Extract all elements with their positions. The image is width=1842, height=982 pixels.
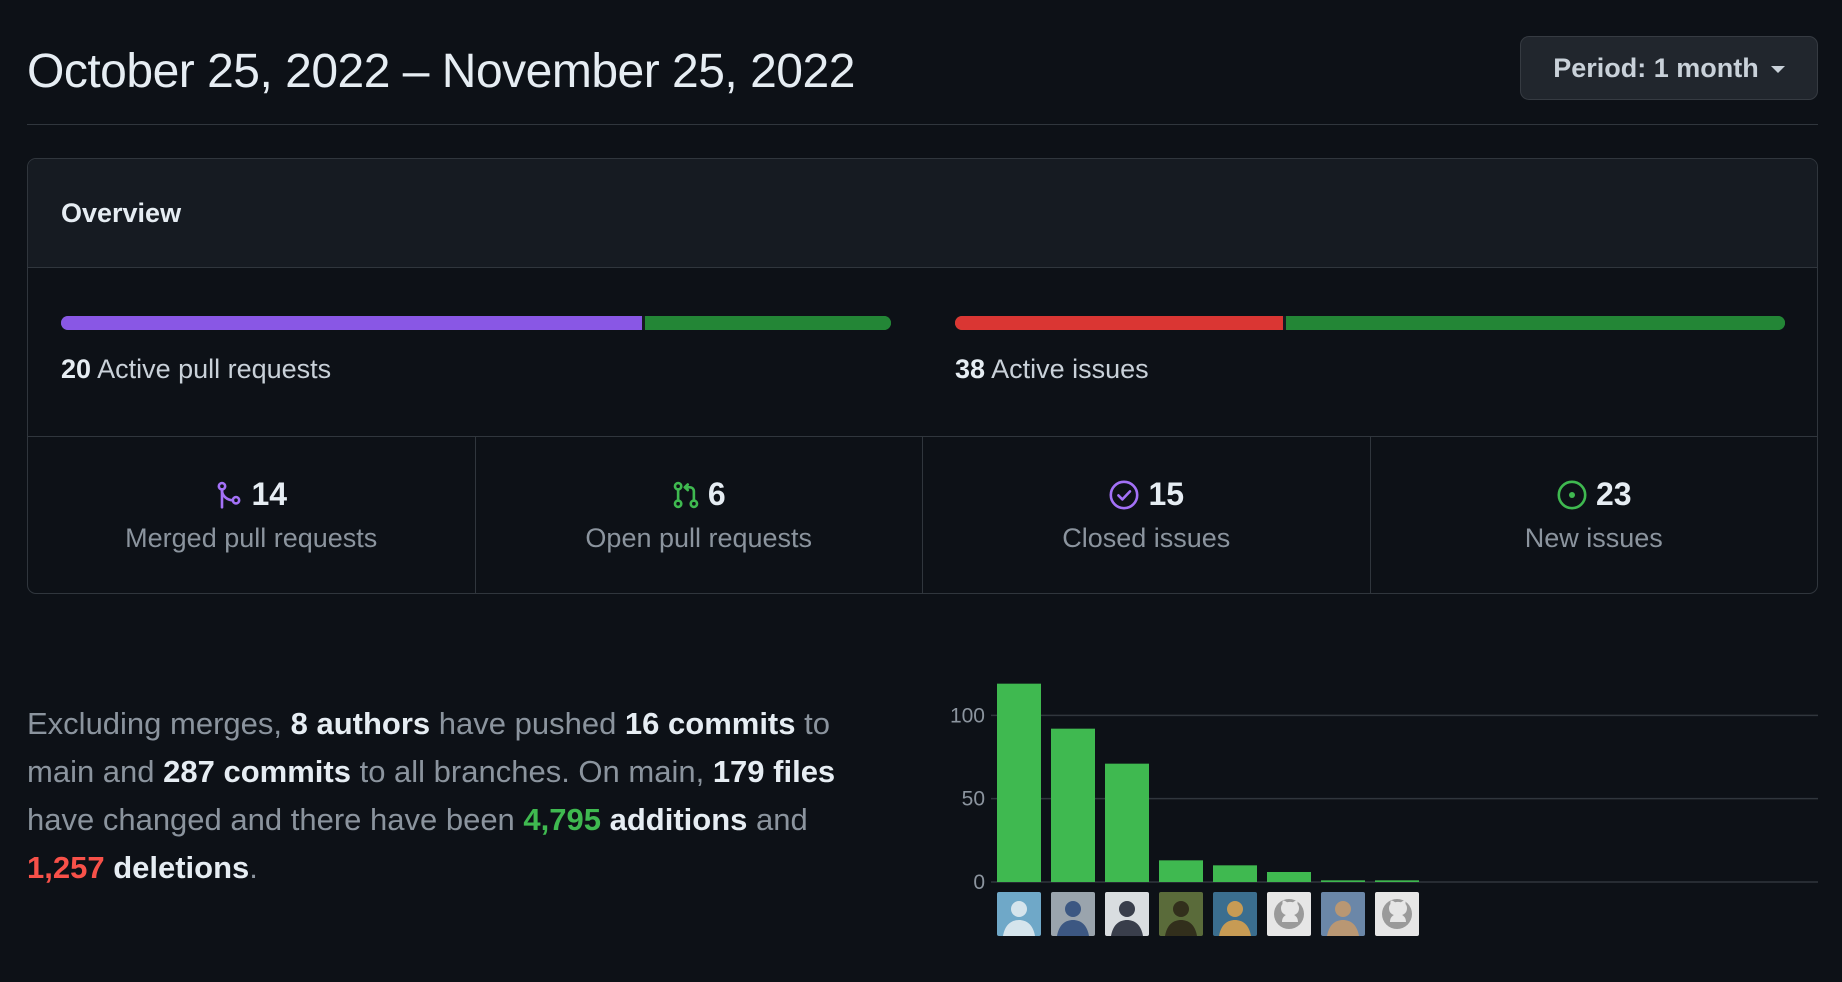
merged-pull-requests-label: Merged pull requests xyxy=(125,523,378,553)
summary-text-1: Excluding merges, xyxy=(27,706,291,741)
merged-pull-requests-count: 14 xyxy=(251,476,288,512)
avatar-4[interactable] xyxy=(1159,892,1203,936)
authors-count: 8 authors xyxy=(290,706,431,741)
period-label: Period: 1 month xyxy=(1553,52,1759,83)
issues-progress-bar[interactable] xyxy=(955,316,1785,330)
commits-bar-chart-svg: 0 50 100 xyxy=(950,683,1818,892)
new-issues-segment[interactable] xyxy=(1282,316,1785,330)
bar-author-4[interactable] xyxy=(1159,860,1203,882)
y-tick-label-100: 100 xyxy=(950,704,985,727)
active-issues-label[interactable]: 38 Active issues xyxy=(955,354,1149,385)
bar-author-1[interactable] xyxy=(997,683,1041,882)
active-pull-requests-label[interactable]: 20 Active pull requests xyxy=(61,354,331,385)
summary-text-7: . xyxy=(249,850,258,885)
closed-issues-count: 15 xyxy=(1148,476,1185,512)
y-tick-label-0: 0 xyxy=(973,871,985,892)
additions-count: 4,795 xyxy=(523,802,601,837)
avatar-3[interactable] xyxy=(1105,892,1149,936)
period-dropdown-button[interactable]: Period: 1 month xyxy=(1520,36,1818,100)
summary-text-6: and xyxy=(747,802,808,837)
overview-title: Overview xyxy=(61,197,182,228)
summary-text-5: have changed and there have been xyxy=(27,802,524,837)
merged-pr-segment[interactable] xyxy=(61,316,642,330)
summary-text-3: to main and xyxy=(27,706,830,789)
active-issues-text: Active issues xyxy=(991,354,1149,384)
avatar-1[interactable] xyxy=(997,892,1041,936)
stat-new-issues[interactable]: 23 New issues xyxy=(1371,437,1818,593)
overview-stats: 14 Merged pull requests 6 Open pull requ… xyxy=(28,437,1817,593)
closed-issues-label: Closed issues xyxy=(1062,523,1231,553)
summary-text-4: to all branches. On main, xyxy=(350,754,713,789)
pull-requests-progress-bar[interactable] xyxy=(61,316,891,330)
avatar-5[interactable] xyxy=(1213,892,1257,936)
avatar-8[interactable] xyxy=(1375,892,1419,936)
y-tick-label-50: 50 xyxy=(962,788,985,811)
bar-author-7[interactable] xyxy=(1321,880,1365,882)
avatar-7[interactable] xyxy=(1321,892,1365,936)
overview-panel: Overview 20 Active pull requests xyxy=(27,158,1818,594)
stat-open-pull-requests[interactable]: 6 Open pull requests xyxy=(476,437,923,593)
additions-word: additions xyxy=(601,802,748,837)
avatar-6[interactable] xyxy=(1267,892,1311,936)
active-issues-count: 38 xyxy=(955,354,986,384)
open-pull-requests-count: 6 xyxy=(707,476,726,512)
bar-author-8[interactable] xyxy=(1375,880,1419,882)
active-pull-requests-text: Active pull requests xyxy=(97,354,332,384)
git-pull-request-icon xyxy=(672,480,700,510)
commits-all-count: 287 commits xyxy=(163,754,351,789)
commits-main-count: 16 commits xyxy=(624,706,796,741)
caret-down-icon xyxy=(1770,65,1785,73)
open-pull-requests-label: Open pull requests xyxy=(585,523,813,553)
overview-header: Overview xyxy=(28,159,1817,268)
commits-by-author-chart: 0 50 100 xyxy=(915,670,1818,945)
git-merge-icon xyxy=(215,480,243,510)
bar-author-2[interactable] xyxy=(1051,728,1095,882)
stat-merged-pull-requests[interactable]: 14 Merged pull requests xyxy=(28,437,476,593)
active-pull-requests-count: 20 xyxy=(61,354,92,384)
bar-author-3[interactable] xyxy=(1105,763,1149,882)
deletions-word: deletions xyxy=(104,850,250,885)
new-issues-count: 23 xyxy=(1595,476,1632,512)
bar-author-6[interactable] xyxy=(1267,872,1311,882)
bar-author-5[interactable] xyxy=(1213,865,1257,882)
overview-summary-bars: 20 Active pull requests 38 Active issues xyxy=(28,268,1817,437)
issue-closed-icon xyxy=(1108,479,1140,511)
closed-issues-segment[interactable] xyxy=(955,316,1283,330)
deletions-count: 1,257 xyxy=(27,850,105,885)
files-changed-count: 179 files xyxy=(712,754,836,789)
pulse-header: October 25, 2022 – November 25, 2022 Per… xyxy=(27,0,1818,125)
date-range-title: October 25, 2022 – November 25, 2022 xyxy=(27,45,855,98)
commit-summary-text: Excluding merges, 8 authors have pushed … xyxy=(27,700,877,892)
new-issues-label: New issues xyxy=(1524,523,1663,553)
open-pr-segment[interactable] xyxy=(642,316,891,330)
issue-opened-icon xyxy=(1556,479,1588,511)
summary-text-2: have pushed xyxy=(430,706,625,741)
avatar-2[interactable] xyxy=(1051,892,1095,936)
stat-closed-issues[interactable]: 15 Closed issues xyxy=(923,437,1371,593)
